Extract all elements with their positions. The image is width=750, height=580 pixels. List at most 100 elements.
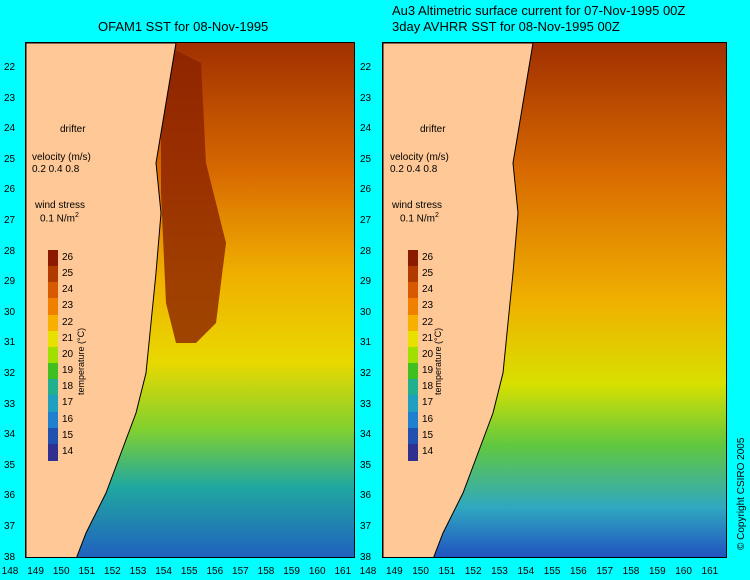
lon-label: 154: [517, 566, 535, 577]
right-land: [383, 43, 534, 557]
right-wind-label: wind stress: [392, 200, 443, 211]
lat-label: 30: [4, 306, 16, 318]
colorbar-tick: 16: [62, 413, 74, 425]
lat-label: 37: [360, 521, 372, 532]
left-velocity-scale: 0.2 0.4 0.8: [32, 164, 80, 175]
lon-label: 152: [104, 566, 121, 577]
right-map-svg: [383, 43, 726, 557]
lat-label: 37: [4, 521, 16, 532]
colorbar-tick: 18: [422, 381, 434, 393]
lon-label: 155: [543, 566, 561, 577]
lon-label: 151: [78, 566, 96, 577]
left-warm-current: [161, 43, 226, 343]
lat-label: 29: [4, 276, 16, 288]
lat-label: 36: [360, 490, 372, 502]
lat-label: 28: [360, 245, 372, 257]
lon-label: 161: [334, 566, 352, 577]
lat-label: 29: [360, 276, 372, 288]
right-colorbar-title: temperature (°C): [433, 327, 443, 395]
lat-label: 24: [4, 123, 16, 135]
lon-label: 151: [438, 566, 456, 577]
lat-label: 22: [360, 62, 372, 73]
lon-label: 157: [596, 566, 614, 577]
lon-label: 160: [675, 566, 692, 577]
colorbar-swatch: [408, 266, 418, 284]
colorbar-tick: 15: [62, 429, 74, 441]
lat-label: 28: [4, 245, 16, 257]
lat-label: 30: [360, 306, 372, 318]
lat-label: 38: [4, 551, 16, 563]
colorbar-tick: 21: [422, 332, 434, 344]
colorbar-swatch: [408, 282, 418, 300]
left-sst-map: [25, 42, 355, 558]
lon-label: 149: [385, 566, 403, 577]
right-velocity-scale: 0.2 0.4 0.8: [390, 164, 438, 175]
lon-label: 155: [180, 566, 198, 577]
colorbar-tick: 26: [422, 252, 434, 263]
colorbar-swatch: [48, 379, 58, 397]
right-sst-map: [382, 42, 727, 558]
lon-label: 149: [27, 566, 44, 577]
colorbar-swatch: [408, 443, 418, 461]
right-wind-scale: 0.1 N/m2: [400, 212, 439, 225]
colorbar-swatch: [48, 282, 58, 300]
colorbar-tick: 17: [422, 397, 434, 409]
lon-label: 148: [1, 566, 19, 577]
lon-label: 154: [155, 566, 172, 577]
colorbar-swatch: [48, 250, 58, 267]
lat-label: 35: [4, 459, 16, 471]
lon-label: 160: [308, 566, 326, 577]
left-map-svg: [26, 43, 354, 557]
lon-label: 156: [206, 566, 224, 577]
colorbar-tick: 25: [422, 268, 434, 280]
lon-label: 159: [283, 566, 300, 577]
lat-label: 33: [4, 398, 16, 410]
colorbar-swatch: [48, 427, 58, 445]
lat-label: 34: [4, 429, 16, 441]
lon-label: 148: [359, 566, 377, 577]
left-drifter-label: drifter: [60, 124, 86, 135]
right-velocity-label: velocity (m/s): [390, 152, 449, 163]
colorbar-tick: 22: [62, 316, 74, 328]
colorbar-tick: 16: [422, 413, 434, 425]
colorbar-swatch: [48, 298, 58, 316]
colorbar-swatch: [408, 411, 418, 429]
lat-label: 34: [360, 429, 372, 441]
colorbar-tick: 14: [62, 445, 74, 457]
left-velocity-label: velocity (m/s): [32, 152, 91, 163]
lat-label: 31: [4, 337, 16, 349]
colorbar-tick: 20: [422, 348, 434, 360]
left-wind-label: wind stress: [35, 200, 86, 211]
lat-label: 26: [4, 184, 16, 196]
lat-label: 36: [4, 490, 16, 502]
colorbar-swatch: [48, 411, 58, 429]
lat-label: 24: [360, 123, 372, 135]
lat-label: 33: [360, 398, 372, 410]
colorbar-swatch: [408, 379, 418, 397]
lat-label: 27: [4, 215, 16, 226]
lat-label: 25: [360, 153, 372, 165]
colorbar-swatch: [408, 250, 418, 267]
colorbar-tick: 24: [62, 284, 74, 296]
lat-label: 23: [360, 92, 372, 104]
colorbar-tick: 22: [422, 316, 434, 328]
right-drifter-label: drifter: [420, 124, 446, 135]
lon-label: 153: [129, 566, 147, 577]
lon-label: 158: [257, 566, 275, 577]
lon-label: 150: [412, 566, 429, 577]
lat-label: 31: [360, 337, 372, 349]
colorbar-tick: 15: [422, 429, 434, 441]
left-wind-scale: 0.1 N/m2: [40, 212, 79, 225]
lat-label: 38: [360, 551, 372, 563]
colorbar-tick: 20: [62, 348, 74, 360]
lon-label: 161: [701, 566, 719, 577]
lon-label: 157: [232, 566, 249, 577]
colorbar-swatch: [48, 314, 58, 332]
left-land: [26, 43, 177, 557]
colorbar-tick: 26: [62, 252, 74, 263]
left-colorbar-title: temperature (°C): [76, 327, 86, 395]
colorbar-tick: 23: [62, 300, 74, 312]
colorbar-tick: 19: [62, 365, 74, 377]
right-panel-title-line2: 3day AVHRR SST for 08-Nov-1995 00Z: [392, 19, 620, 34]
lon-label: 150: [52, 566, 70, 577]
